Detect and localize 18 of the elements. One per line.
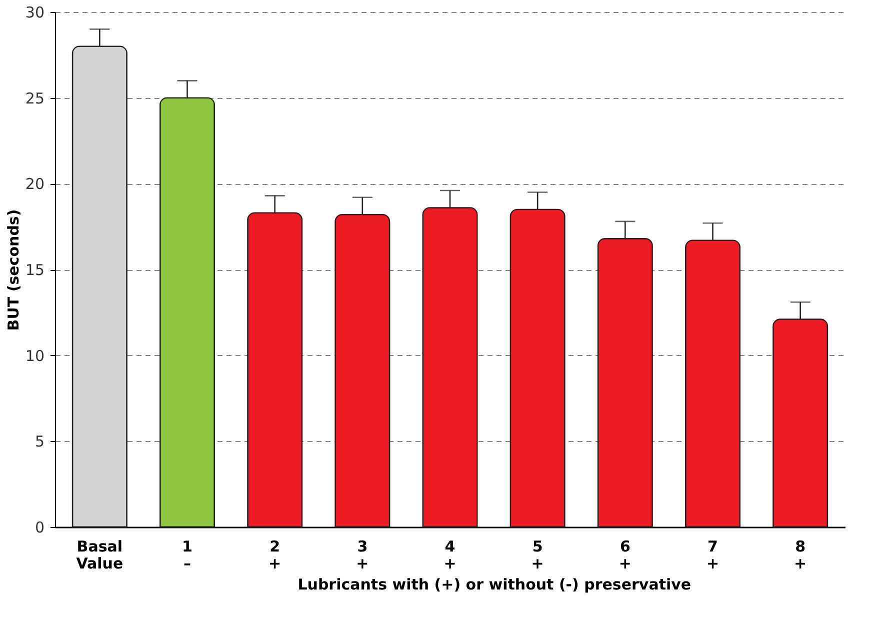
y-tick-label: 30 [25,4,44,22]
x-tick-label: 5 + [531,538,544,572]
x-tick-label: 2 + [268,538,282,572]
x-tick-label: 3 + [356,538,369,572]
x-tick-label: 6 + [618,538,632,572]
x-tick-label: 8 + [794,538,807,572]
x-tick-label: 7 + [706,538,720,572]
x-axis-title: Lubricants with (+) or without (-) preservative [298,576,692,594]
y-tick-label: 20 [25,175,44,194]
y-tick-label: 5 [34,432,44,451]
y-axis-title: BUT (seconds) [4,209,22,331]
y-tick-label: 15 [25,261,44,279]
x-tick-label: 4 + [444,538,456,572]
y-tick-label: 10 [25,346,44,365]
y-tick-label: 25 [25,89,44,108]
x-tick-label: 1 – [182,538,192,572]
y-tick-label: 0 [34,518,44,536]
x-tick-label: Basal Value [76,538,124,572]
